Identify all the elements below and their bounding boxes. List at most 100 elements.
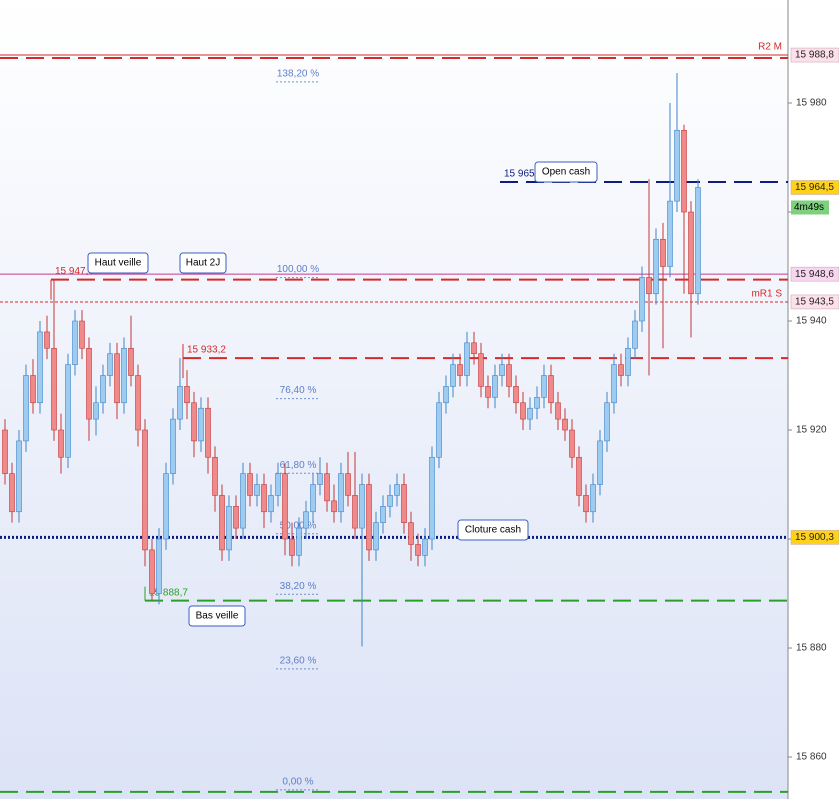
candle-body [44, 331, 50, 349]
candle-body [597, 440, 603, 485]
candle-body [310, 484, 316, 513]
candle-body [79, 320, 85, 349]
price-tag [790, 180, 839, 195]
fib-label: 61,80 % [280, 460, 317, 471]
candle-body [541, 375, 547, 398]
candle-body [16, 440, 22, 513]
note-box [188, 605, 246, 627]
candle-body [184, 386, 190, 404]
candle-body [660, 238, 666, 267]
fib-label: 0,00 % [282, 777, 313, 788]
candle-body [37, 331, 43, 404]
candle-body [86, 347, 92, 420]
candle-body [226, 506, 232, 551]
candle-body [520, 402, 526, 420]
candle-body [429, 456, 435, 540]
candle-body [2, 429, 8, 474]
candle-body [121, 347, 127, 404]
candle-body [674, 129, 680, 202]
y-tick-label: 15 980 [796, 98, 827, 109]
candle-body [569, 429, 575, 458]
candle-body [317, 473, 323, 485]
candle-body [254, 484, 260, 496]
candle-body [366, 484, 372, 551]
price-tag [790, 294, 839, 310]
candle-body [618, 364, 624, 376]
note-box [457, 519, 529, 541]
candle-body [352, 495, 358, 529]
candle-body [9, 473, 15, 513]
candle-body [380, 506, 386, 523]
note-text: Bas veille [196, 611, 239, 622]
y-tick-label: 15 860 [796, 752, 827, 763]
timer-box [791, 200, 829, 215]
fib-label: 76,40 % [280, 385, 317, 396]
candle-body [555, 402, 561, 420]
candle-body [51, 347, 57, 431]
y-tick-label: 15 920 [796, 425, 827, 436]
candle-body [527, 407, 533, 420]
candle-body [639, 277, 645, 322]
candle-body [149, 549, 155, 594]
candle-body [590, 484, 596, 513]
y-tick-label: 15 880 [796, 643, 827, 654]
note-box [534, 161, 598, 183]
candle-body [401, 484, 407, 523]
candle-body [135, 375, 141, 431]
candle-body [534, 397, 540, 409]
note-text: Open cash [542, 167, 590, 178]
candle-body [303, 511, 309, 529]
level-label: 15 965,5 [504, 169, 543, 180]
candle-body [233, 506, 239, 529]
candle-body [688, 211, 694, 295]
candle-body [646, 277, 652, 295]
candle-body [457, 364, 463, 376]
candle-body [100, 375, 106, 404]
candle-body [583, 495, 589, 513]
candle-body [359, 484, 365, 529]
candle-body [261, 484, 267, 513]
candle-body [156, 538, 162, 594]
candle-body [436, 402, 442, 458]
candle-body [205, 407, 211, 458]
candle-body [345, 473, 351, 496]
level-label: mR1 S [751, 289, 782, 300]
candle-body [548, 375, 554, 404]
candle-body [268, 495, 274, 513]
candle-body [576, 456, 582, 496]
candle-body [443, 386, 449, 404]
price-tag-label: 15 943,5 [795, 297, 834, 308]
candle-body [394, 484, 400, 496]
level-label: 15 888,7 [149, 587, 188, 598]
candle-body [604, 402, 610, 442]
candle-body [170, 418, 176, 474]
note-text: Haut veille [95, 258, 142, 269]
candle-body [485, 386, 491, 398]
price-tag [790, 530, 839, 545]
timer: 4m49s [794, 202, 824, 213]
note-box [87, 252, 149, 274]
note-box [179, 252, 227, 274]
candle-body [331, 500, 337, 513]
y-tick-label: 15 940 [796, 316, 827, 327]
candle-body [506, 364, 512, 387]
price-tag-label: 15 948,6 [795, 269, 834, 280]
candle-body [681, 129, 687, 213]
candle-body [163, 473, 169, 540]
candle-body [499, 364, 505, 376]
note-text: Haut 2J [186, 258, 220, 269]
price-tag [790, 266, 839, 282]
candle-body [23, 375, 29, 442]
fib-label: 138,20 % [277, 69, 319, 80]
candle-body [240, 473, 246, 529]
candle-body [478, 353, 484, 387]
candle-body [324, 473, 330, 502]
candle-body [72, 320, 78, 365]
plot-area [0, 0, 788, 799]
level-label: R2 M [758, 42, 782, 53]
candle-body [562, 418, 568, 431]
candle-body [625, 347, 631, 376]
candle-body [653, 238, 659, 295]
note-text: Cloture cash [465, 525, 521, 536]
